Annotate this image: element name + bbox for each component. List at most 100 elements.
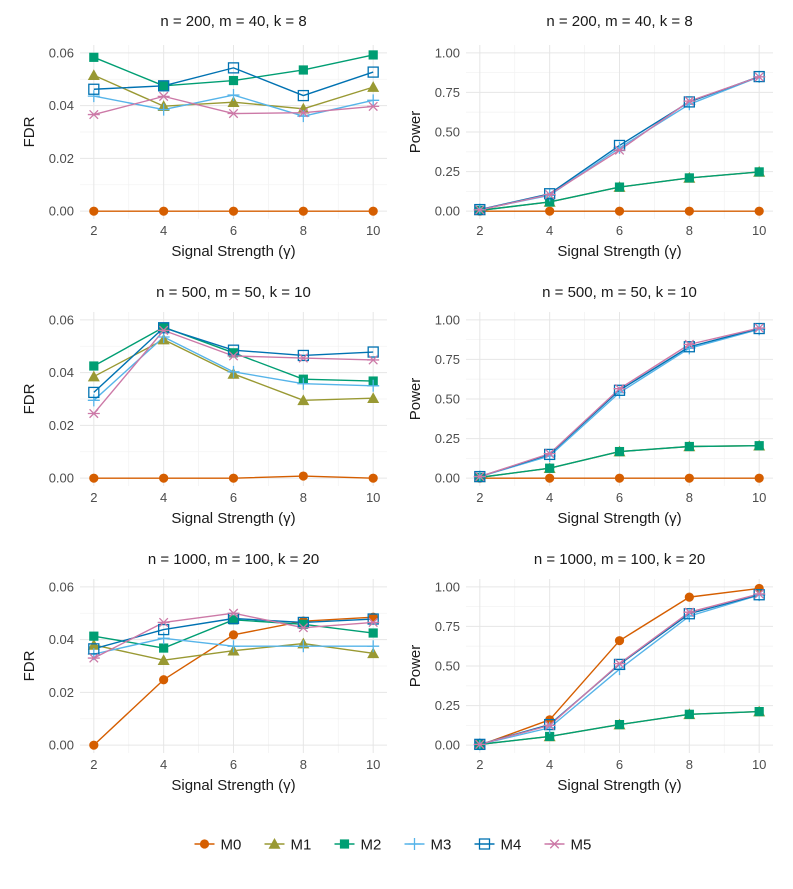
point-M4 [683, 341, 695, 353]
point-M2 [89, 52, 99, 62]
y-axis-title: Power [407, 111, 424, 154]
point-M2 [614, 446, 625, 457]
point-M4 [683, 96, 695, 108]
y-tick-label: 0.00 [49, 471, 74, 486]
point-M4 [367, 346, 379, 358]
y-tick-label: 0.00 [435, 471, 460, 486]
point-M3 [157, 103, 170, 116]
point-M3 [367, 379, 380, 392]
point-M0 [298, 206, 308, 216]
y-tick-label: 0.02 [49, 685, 74, 700]
point-M0 [684, 473, 694, 483]
x-tick-label: 8 [686, 490, 693, 505]
legend-marker-M1 [268, 838, 281, 849]
point-M4 [544, 718, 556, 731]
point-M4 [544, 188, 556, 200]
panel-5: 2 4 6 8 10 0.00 0.02 0.04 0.06 n = 1000, m = 100,… [21, 551, 387, 794]
point-M2 [545, 463, 555, 473]
point-M1 [367, 647, 380, 659]
point-M2 [754, 441, 764, 451]
point-M2 [159, 322, 169, 332]
point-M5 [87, 109, 100, 120]
y-tick-label: 0.00 [49, 204, 74, 219]
point-M1 [367, 392, 380, 404]
point-M1 [367, 81, 380, 92]
legend-label-M0: M0 [221, 837, 242, 854]
x-tick-label: 10 [366, 490, 380, 505]
point-M0 [614, 473, 625, 483]
point-M2 [368, 628, 378, 638]
point-M2 [89, 631, 99, 641]
point-M1 [297, 102, 310, 114]
point-M5 [227, 108, 240, 119]
point-M5 [157, 617, 170, 628]
y-axis-title: FDR [21, 383, 38, 414]
legend-item-M2: M2 [334, 837, 381, 854]
point-M0 [298, 471, 308, 481]
x-tick-label: 4 [546, 757, 553, 772]
point-M5 [297, 623, 310, 633]
point-M0 [545, 206, 555, 216]
point-M4 [88, 643, 100, 655]
y-tick-label: 0.75 [435, 352, 460, 367]
point-M5 [753, 589, 766, 599]
point-M4 [544, 448, 556, 461]
point-M3 [87, 90, 100, 103]
point-M3 [367, 94, 380, 107]
point-M5 [613, 384, 626, 394]
legend-item-M0: M0 [194, 837, 242, 854]
point-M0 [684, 206, 694, 216]
point-M0 [614, 206, 625, 216]
point-M5 [227, 608, 240, 618]
point-M5 [683, 607, 696, 617]
x-tick-label: 2 [476, 490, 483, 505]
legend-label-M4: M4 [501, 837, 522, 854]
panel-title: n = 1000, m = 100, k = 20 [534, 551, 705, 568]
point-M0 [228, 473, 239, 483]
y-axis-title: FDR [21, 650, 38, 681]
point-M2 [159, 643, 169, 653]
point-M3 [227, 365, 240, 378]
point-M4 [367, 66, 379, 78]
y-tick-label: 0.50 [435, 659, 460, 674]
point-M5 [683, 339, 696, 350]
point-M2 [684, 441, 694, 452]
point-M0 [754, 206, 764, 216]
point-M3 [297, 640, 310, 653]
legend-item-M1: M1 [264, 837, 312, 854]
point-M2 [298, 65, 308, 75]
point-M5 [473, 205, 486, 215]
point-M0 [545, 473, 555, 483]
y-tick-label: 0.25 [435, 164, 460, 179]
y-tick-label: 0.00 [435, 204, 460, 219]
point-M0 [89, 206, 99, 216]
point-M3 [87, 394, 100, 407]
point-M5 [683, 96, 696, 106]
point-M2 [89, 361, 99, 371]
point-M2 [545, 731, 555, 742]
point-M0 [368, 473, 378, 483]
point-M0 [159, 206, 169, 216]
y-tick-label: 0.50 [435, 125, 460, 140]
point-M4 [613, 658, 626, 671]
y-tick-label: 0.00 [435, 738, 460, 753]
point-M5 [473, 471, 486, 482]
legend-label-M1: M1 [291, 837, 312, 854]
x-tick-label: 6 [230, 757, 237, 772]
point-M5 [157, 91, 170, 102]
y-tick-label: 0.02 [49, 418, 74, 433]
panel-6: 2 4 6 8 10 0.00 0.25 0.50 0.75 1.00 n = 1000, m = … [407, 551, 773, 794]
point-M0 [159, 473, 169, 483]
point-M2 [614, 719, 625, 730]
legend-marker-M2 [339, 839, 350, 849]
x-tick-label: 10 [752, 490, 766, 505]
legend-item-M5: M5 [544, 837, 591, 854]
y-tick-label: 0.04 [49, 98, 74, 113]
point-M3 [227, 640, 240, 653]
point-M5 [367, 617, 380, 628]
x-axis-title: Signal Strength (γ) [171, 510, 295, 527]
x-tick-label: 10 [366, 757, 380, 772]
point-M5 [157, 325, 170, 336]
x-axis-title: Signal Strength (γ) [557, 777, 681, 794]
panel-title: n = 500, m = 50, k = 10 [156, 284, 311, 301]
